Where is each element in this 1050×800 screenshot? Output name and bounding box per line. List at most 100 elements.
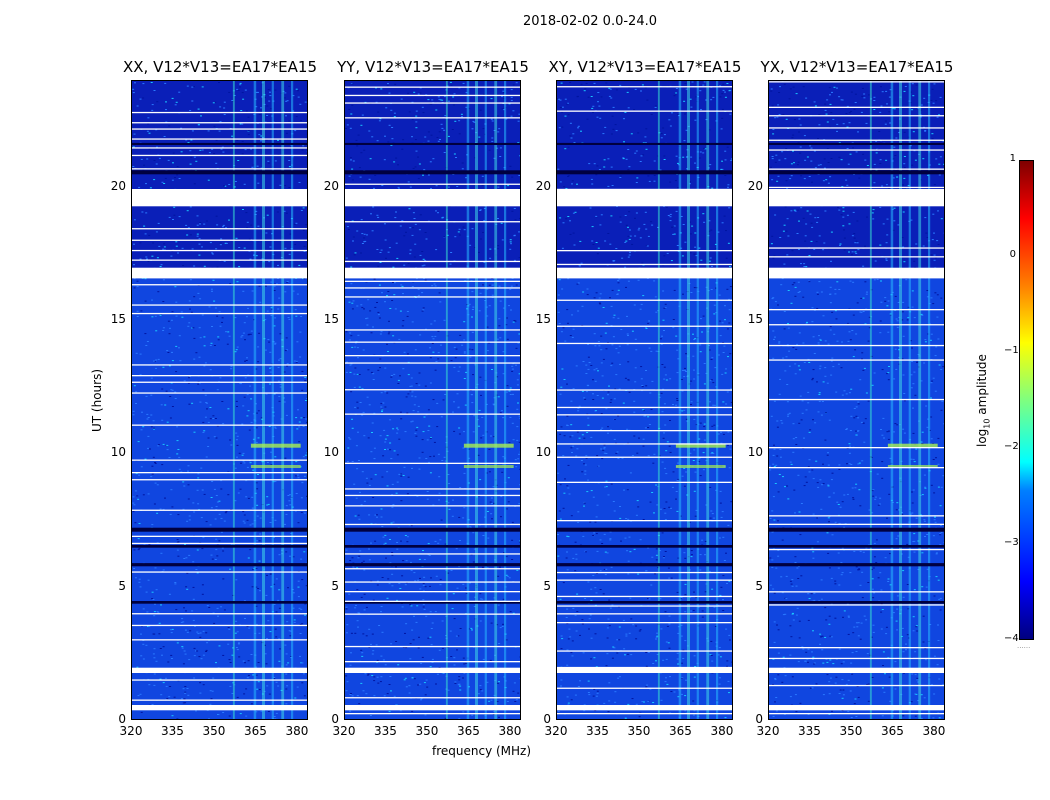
flag-line [557, 406, 732, 409]
rfi-column [716, 81, 719, 719]
flag-line [769, 359, 944, 361]
flag-line [557, 86, 732, 88]
colorbar-label: log10 amplitude [975, 354, 992, 447]
flag-line [345, 329, 520, 331]
x-tick-label: 365 [244, 724, 267, 738]
colorbar [1019, 160, 1034, 640]
dark-row [557, 527, 732, 532]
flag-line [557, 263, 732, 266]
flag-line [132, 639, 307, 641]
flag-line [345, 287, 520, 289]
y-tick-label: 0 [755, 712, 763, 726]
flagged-gap [769, 189, 944, 207]
y-tick-label: 15 [323, 312, 339, 326]
x-tick-label: 320 [756, 724, 780, 738]
heatmap-panel-yx [768, 80, 945, 720]
rfi-burst [675, 465, 726, 468]
y-tick-label: 15 [535, 312, 551, 326]
flag-line [132, 364, 307, 366]
flag-line [132, 154, 307, 157]
flag-line [557, 613, 732, 615]
flag-line [769, 467, 944, 469]
dark-row [557, 142, 732, 145]
flag-line [557, 204, 732, 206]
flag-line [769, 684, 944, 687]
flag-line [345, 613, 520, 615]
flag-line [557, 481, 732, 483]
quiet-band [132, 81, 307, 279]
flag-line [132, 228, 307, 230]
flag-line [132, 571, 307, 573]
flag-line [769, 186, 944, 189]
flag-line [557, 687, 732, 689]
y-axis-label: UT (hours) [90, 368, 104, 432]
panel-title-xx: XX, V12*V13=EA17*EA15 [122, 58, 317, 76]
rfi-burst [675, 443, 726, 448]
dark-row [769, 142, 944, 145]
rfi-column [928, 81, 931, 719]
dark-row [132, 563, 307, 567]
flag-line [769, 515, 944, 517]
rfi-column [899, 81, 902, 719]
flagged-gap [132, 189, 307, 207]
flag-line [345, 713, 520, 715]
flag-line [769, 168, 944, 170]
flag-line [557, 389, 732, 391]
flag-line [132, 312, 307, 315]
dark-row [557, 563, 732, 567]
flag-line [769, 447, 944, 449]
flag-line [345, 280, 520, 282]
y-tick-label: 15 [747, 312, 763, 326]
flag-line [345, 193, 520, 195]
flagged-gap [769, 667, 944, 673]
flag-line [132, 472, 307, 474]
x-tick-label: 335 [586, 724, 609, 738]
y-tick-label: 20 [323, 178, 339, 193]
heatmap-yx [769, 81, 944, 719]
rfi-column [494, 81, 498, 719]
flag-line [132, 304, 307, 306]
colorbar-tick-label: −2 [1004, 441, 1019, 452]
flag-line [557, 520, 732, 522]
x-tick-label: 335 [161, 724, 184, 738]
flag-line [345, 488, 520, 490]
x-tick-label: 350 [202, 724, 226, 738]
y-tick-label: 20 [535, 178, 551, 193]
x-tick-label: 380 [498, 724, 522, 738]
dark-row [132, 142, 307, 145]
rfi-column [262, 81, 265, 719]
flag-line [769, 81, 944, 83]
y-tick-label: 5 [331, 578, 339, 593]
x-tick-label: 380 [285, 724, 309, 738]
flag-line [132, 459, 307, 461]
rfi-column [281, 81, 285, 719]
dark-row [132, 545, 307, 548]
flag-line [345, 553, 520, 555]
flag-line [345, 296, 520, 298]
flag-line [557, 650, 732, 652]
flag-line [132, 259, 307, 261]
dark-row [345, 545, 520, 548]
y-tick-label: 10 [747, 445, 763, 460]
flag-line [557, 571, 732, 574]
flag-line [345, 221, 520, 223]
flag-line [557, 342, 732, 345]
flag-line [345, 494, 520, 497]
colorbar-extension: ...... [1017, 642, 1031, 650]
rfi-burst [250, 465, 301, 468]
flag-line [557, 713, 732, 715]
quiet-band [769, 81, 944, 279]
flag-line [345, 661, 520, 663]
rfi-column [918, 81, 922, 719]
flag-line [769, 713, 944, 715]
flag-line [769, 106, 944, 108]
flag-line [769, 324, 944, 326]
flag-line [345, 591, 520, 593]
flag-line [132, 509, 307, 511]
flag-line [132, 168, 307, 170]
flagged-gap [557, 667, 732, 673]
x-tick-label: 335 [374, 724, 397, 738]
heatmap-yy [345, 81, 520, 719]
flag-line [132, 479, 307, 481]
flagged-gap [557, 705, 732, 711]
